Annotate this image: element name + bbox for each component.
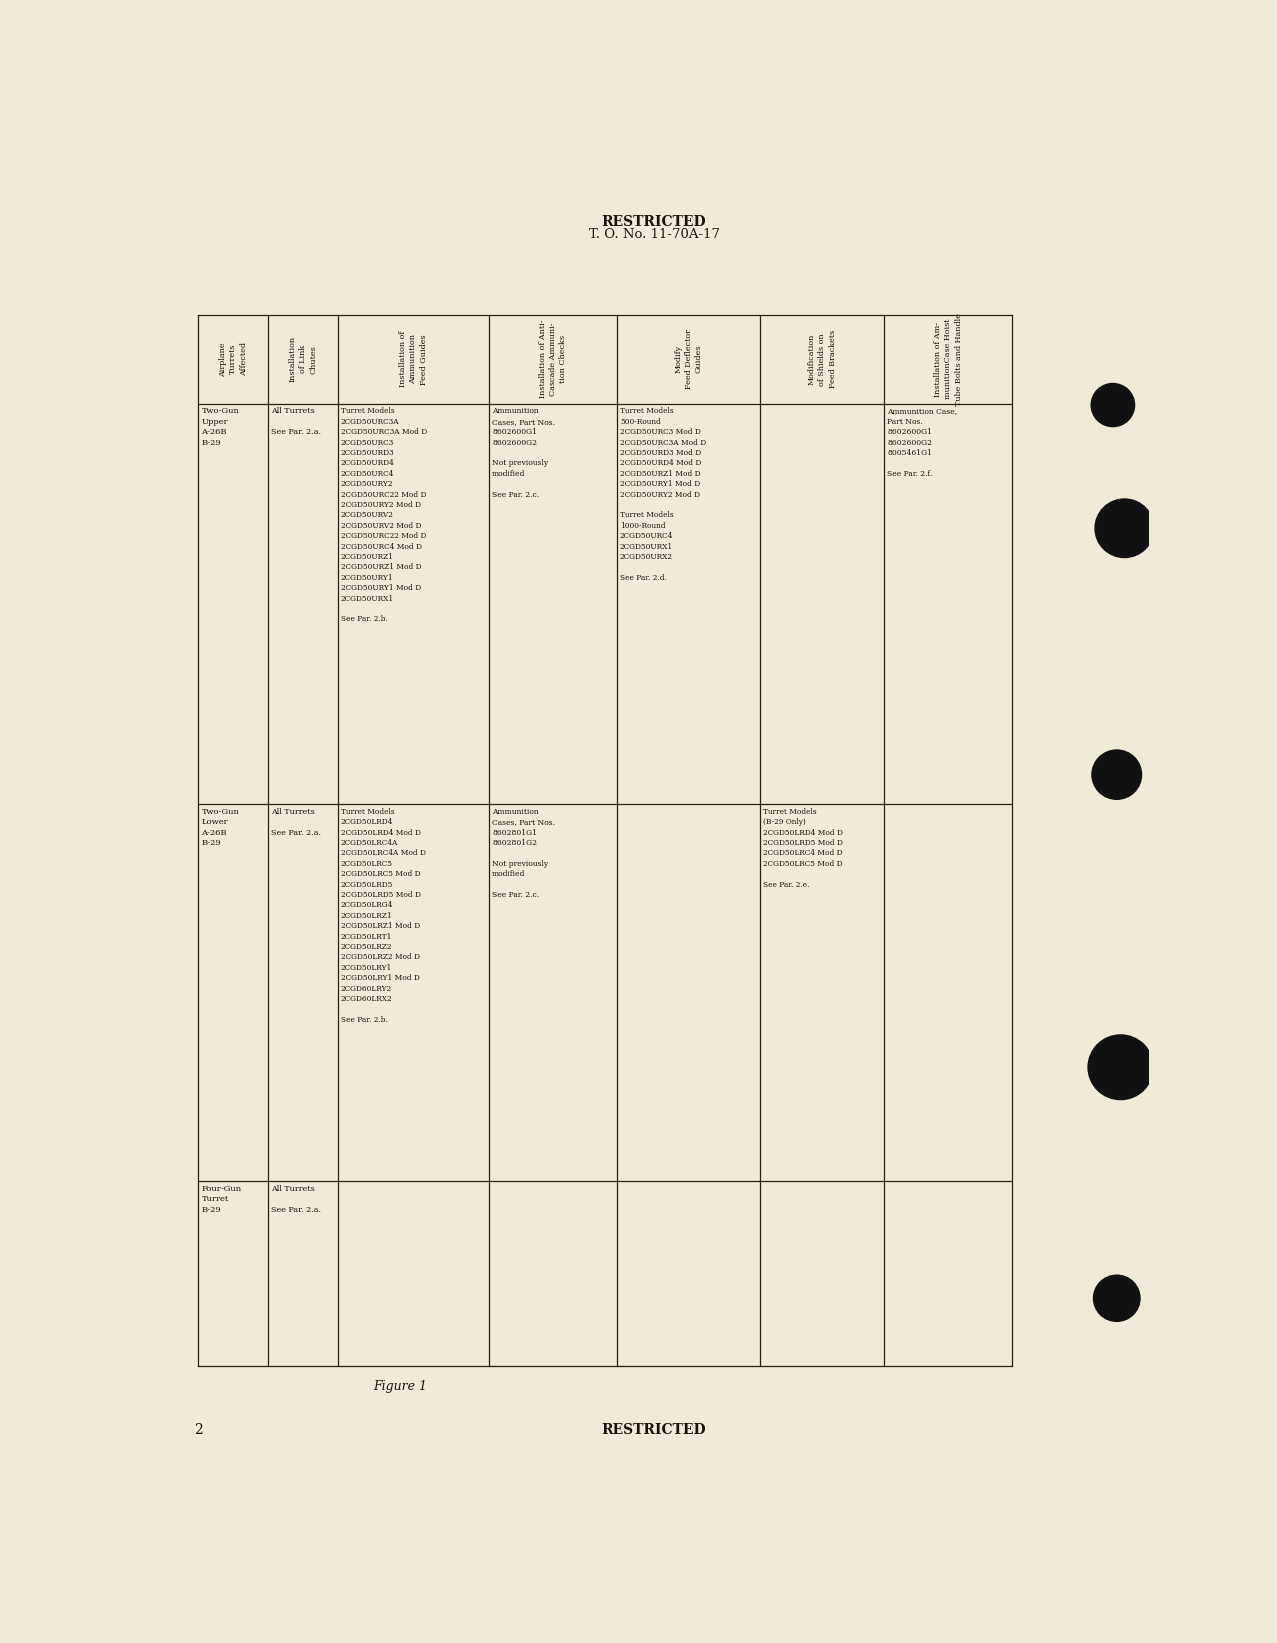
Text: RESTRICTED: RESTRICTED: [601, 1423, 706, 1438]
Text: Figure 1: Figure 1: [373, 1380, 427, 1393]
Circle shape: [1096, 499, 1154, 557]
Text: All Turrets

See Par. 2.a.: All Turrets See Par. 2.a.: [271, 808, 322, 836]
Text: All Turrets

See Par. 2.a.: All Turrets See Par. 2.a.: [271, 1185, 322, 1214]
Text: Turret Models
2CGD50LRD4
2CGD50LRD4 Mod D
2CGD50LRC4A
2CGD50LRC4A Mod D
2CGD50LR: Turret Models 2CGD50LRD4 2CGD50LRD4 Mod …: [341, 808, 425, 1024]
Text: Modify
Feed Deflector
Guides: Modify Feed Deflector Guides: [674, 329, 702, 389]
Text: Modification
of Shields on
Feed Brackets: Modification of Shields on Feed Brackets: [808, 330, 836, 388]
Text: RESTRICTED: RESTRICTED: [601, 215, 706, 228]
Text: Ammunition
Cases, Part Nos.
8602801G1
8602801G2

Not previously
modified

See Pa: Ammunition Cases, Part Nos. 8602801G1 86…: [492, 808, 555, 899]
Circle shape: [1088, 1035, 1153, 1099]
Text: All Turrets

See Par. 2.a.: All Turrets See Par. 2.a.: [271, 407, 322, 435]
Circle shape: [1091, 383, 1134, 427]
Text: Turret Models
500-Round
2CGD50URC3 Mod D
2CGD50URC3A Mod D
2CGD50URD3 Mod D
2CGD: Turret Models 500-Round 2CGD50URC3 Mod D…: [619, 407, 706, 582]
Text: Turret Models
2CGD50URC3A
2CGD50URC3A Mod D
2CGD50URC3
2CGD50URD3
2CGD50URD4
2CG: Turret Models 2CGD50URC3A 2CGD50URC3A Mo…: [341, 407, 427, 623]
Text: Airplane
Turrets
Affected: Airplane Turrets Affected: [218, 342, 248, 376]
Text: Two-Gun
Upper
A-26B
B-29: Two-Gun Upper A-26B B-29: [202, 407, 239, 447]
Text: Two-Gun
Lower
A-26B
B-29: Two-Gun Lower A-26B B-29: [202, 808, 239, 848]
Text: T. O. No. 11-70A-17: T. O. No. 11-70A-17: [589, 228, 719, 242]
Text: Installation of Anti-
Cascade Ammuni-
tion Checks: Installation of Anti- Cascade Ammuni- ti…: [539, 320, 567, 399]
Text: Ammunition
Cases, Part Nos.
8602600G1
8602600G2

Not previously
modified

See Pa: Ammunition Cases, Part Nos. 8602600G1 86…: [492, 407, 555, 498]
Text: Ammunition Case,
Part Nos.
8602600G1
8602600G2
8005461G1

See Par. 2.f.: Ammunition Case, Part Nos. 8602600G1 860…: [888, 407, 958, 478]
Text: Installation of
Ammunition
Feed Guides: Installation of Ammunition Feed Guides: [398, 330, 428, 388]
Circle shape: [1093, 1275, 1140, 1321]
Text: Installation
of Link
Chutes: Installation of Link Chutes: [289, 337, 318, 383]
Text: Installation of Am-
munitionCase Hoist
Tube Bolts and Handle: Installation of Am- munitionCase Hoist T…: [933, 312, 963, 406]
Text: Turret Models
(B-29 Only)
2CGD50LRD4 Mod D
2CGD50LRD5 Mod D
2CGD50LRC4 Mod D
2CG: Turret Models (B-29 Only) 2CGD50LRD4 Mod…: [764, 808, 843, 889]
Text: Four-Gun
Turret
B-29: Four-Gun Turret B-29: [202, 1185, 241, 1214]
Text: 2: 2: [194, 1423, 203, 1438]
Circle shape: [1092, 749, 1142, 798]
